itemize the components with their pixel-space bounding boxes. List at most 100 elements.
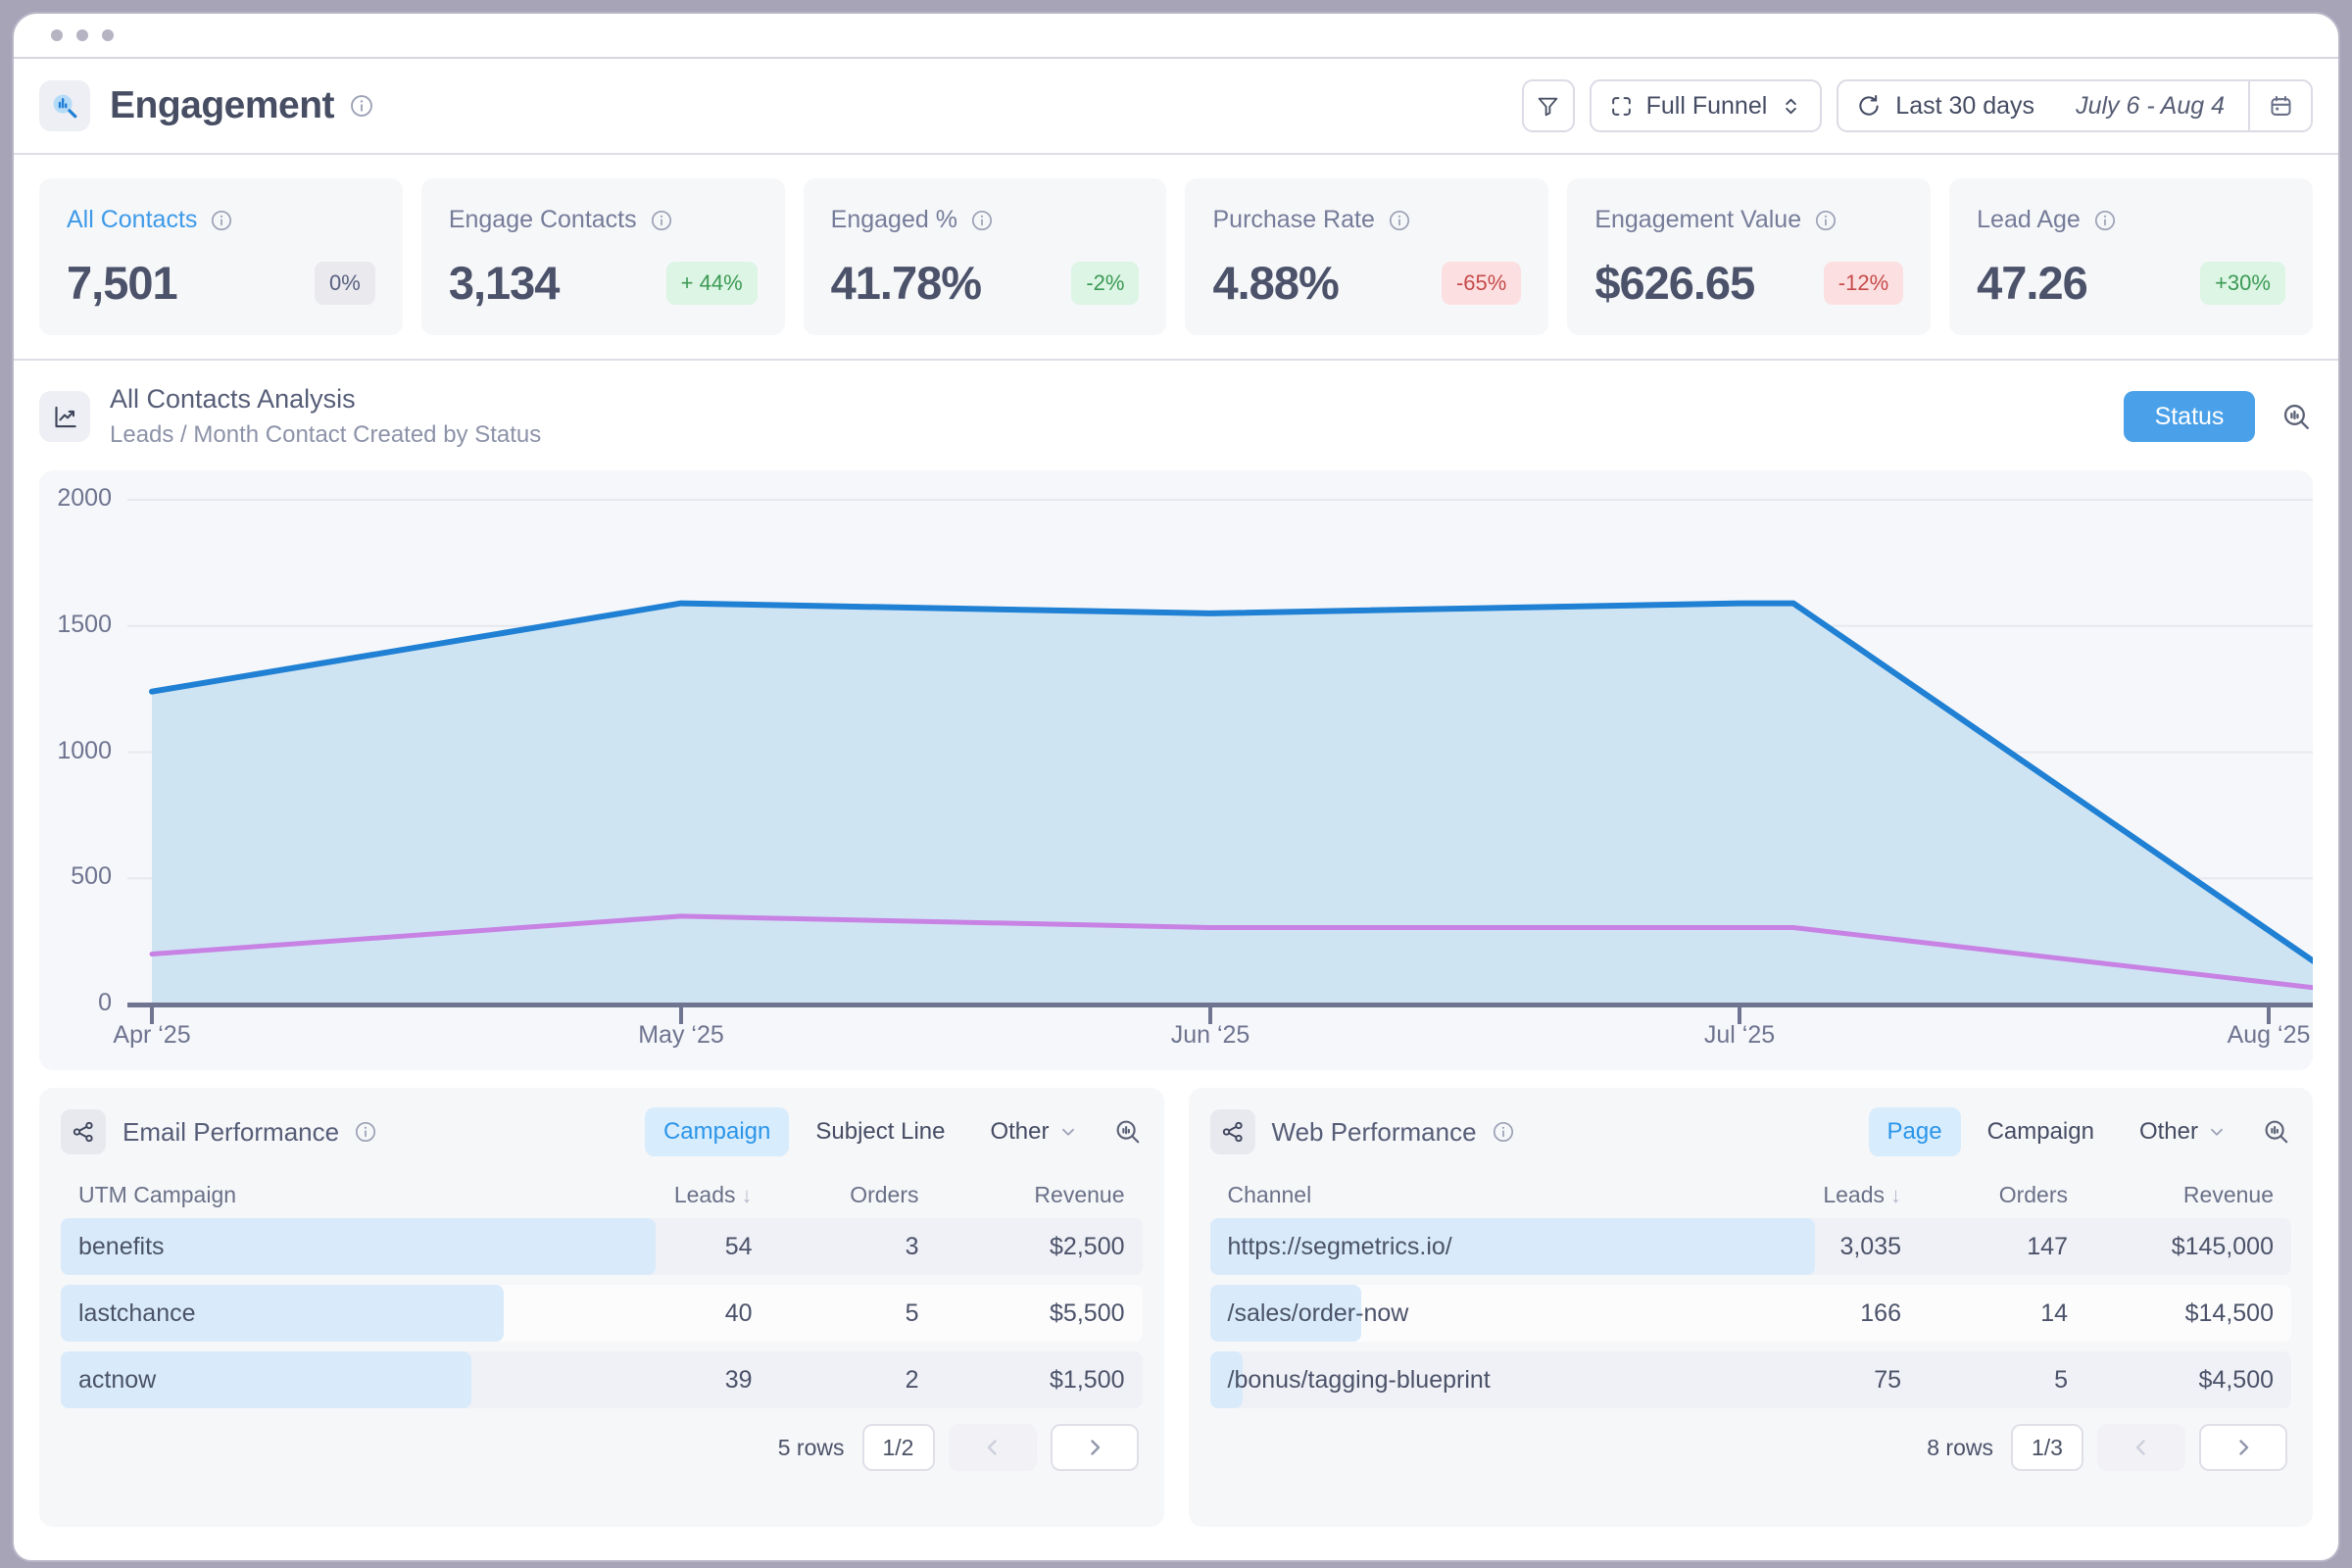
panel-tab-label: Campaign — [662, 1118, 771, 1145]
calendar-icon — [2270, 95, 2291, 116]
performance-panel: Web Performance Page Campaign Other Chan… — [1188, 1088, 2313, 1527]
page-indicator[interactable]: 1/3 — [2011, 1424, 2083, 1471]
value-bar — [61, 1285, 505, 1342]
prev-page-button[interactable] — [2097, 1424, 2185, 1471]
info-icon[interactable] — [354, 1120, 377, 1144]
next-page-button[interactable] — [2199, 1424, 2287, 1471]
next-page-button[interactable] — [1050, 1424, 1139, 1471]
panel-tab[interactable]: Campaign — [644, 1107, 790, 1156]
performance-panels: Email Performance Campaign Subject Line … — [14, 1070, 2338, 1548]
panel-tabs: Campaign Subject Line Other — [644, 1107, 1098, 1156]
x-axis-label: Jul ‘25 — [1703, 1021, 1776, 1049]
kpi-card[interactable]: Engage Contacts 3,134 + 44% — [420, 178, 785, 335]
row-leads: 75 — [1874, 1365, 1901, 1394]
row-orders: 14 — [2040, 1298, 2068, 1327]
row-name: lastchance — [78, 1298, 196, 1327]
funnel-selector[interactable]: Full Funnel — [1589, 79, 1823, 132]
column-header-name: UTM Campaign — [78, 1182, 237, 1207]
row-orders: 3 — [905, 1232, 919, 1260]
row-orders: 2 — [905, 1365, 919, 1394]
table-row[interactable]: lastchance 40 5 $5,500 — [61, 1285, 1143, 1342]
table-row[interactable]: https://segmetrics.io/ 3,035 147 $145,00… — [1209, 1218, 2291, 1275]
zoom-analysis-icon[interactable] — [2262, 1117, 2291, 1147]
page-indicator[interactable]: 1/2 — [861, 1424, 935, 1471]
zoom-analysis-icon[interactable] — [2280, 401, 2313, 433]
column-header-name: Channel — [1227, 1182, 1312, 1207]
table-row[interactable]: /bonus/tagging-blueprint 75 5 $4,500 — [1209, 1351, 2291, 1408]
date-range-control[interactable]: Last 30 days July 6 - Aug 4 — [1837, 79, 2313, 132]
x-axis-label: Jun ‘25 — [1170, 1021, 1250, 1049]
info-icon[interactable] — [349, 93, 374, 119]
refresh-icon[interactable] — [1856, 93, 1882, 119]
table-row[interactable]: benefits 54 3 $2,500 — [61, 1218, 1143, 1275]
column-header-leads[interactable]: Leads ↓ — [1823, 1182, 1901, 1207]
info-icon[interactable] — [1814, 209, 1838, 232]
window-dot-icon[interactable] — [102, 29, 114, 41]
info-icon[interactable] — [970, 209, 994, 232]
info-icon[interactable] — [650, 209, 673, 232]
info-icon[interactable] — [1492, 1120, 1515, 1144]
kpi-label: Engaged % — [830, 206, 957, 233]
panel-tab[interactable]: Subject Line — [797, 1107, 963, 1156]
table-row[interactable]: /sales/order-now 166 14 $14,500 — [1209, 1285, 2291, 1342]
table-row[interactable]: actnow 39 2 $1,500 — [61, 1351, 1143, 1408]
kpi-card[interactable]: Lead Age 47.26 +30% — [1949, 178, 2313, 335]
rows-count: 5 rows — [777, 1434, 845, 1460]
panel-tab[interactable]: Page — [1868, 1107, 1961, 1156]
panel-tab[interactable]: Other — [971, 1107, 1097, 1156]
column-header-revenue[interactable]: Revenue — [2182, 1182, 2274, 1207]
panel-tab[interactable]: Other — [2121, 1107, 2246, 1156]
zoom-analysis-icon[interactable] — [1113, 1117, 1143, 1147]
table-rows: https://segmetrics.io/ 3,035 147 $145,00… — [1209, 1218, 2291, 1408]
filter-button[interactable] — [1521, 79, 1575, 132]
value-bar — [1209, 1351, 1243, 1408]
info-icon[interactable] — [210, 209, 233, 232]
row-name: /bonus/tagging-blueprint — [1227, 1365, 1491, 1394]
kpi-card[interactable]: Engaged % 41.78% -2% — [803, 178, 1167, 335]
kpi-card[interactable]: Purchase Rate 4.88% -65% — [1185, 178, 1549, 335]
kpi-card[interactable]: All Contacts 7,501 0% — [39, 178, 403, 335]
y-axis-label: 500 — [71, 862, 112, 891]
row-name: /sales/order-now — [1227, 1298, 1409, 1327]
y-axis-label: 1500 — [57, 610, 112, 638]
page-header: Engagement Full Funnel Last 30 days July… — [14, 59, 2338, 153]
row-name: https://segmetrics.io/ — [1227, 1232, 1452, 1260]
sort-desc-icon: ↓ — [741, 1183, 753, 1207]
kpi-card[interactable]: Engagement Value $626.65 -12% — [1567, 178, 1932, 335]
select-chevrons-icon — [1786, 98, 1797, 114]
row-revenue: $4,500 — [2198, 1365, 2274, 1394]
x-axis-label: Aug ‘25 — [2227, 1021, 2311, 1049]
window-dot-icon[interactable] — [76, 29, 88, 41]
chart-title: All Contacts Analysis — [110, 384, 356, 414]
date-range-dates: July 6 - Aug 4 — [2076, 91, 2225, 120]
app-window: Engagement Full Funnel Last 30 days July… — [12, 12, 2340, 1562]
value-bar — [1209, 1285, 1361, 1342]
window-dot-icon[interactable] — [51, 29, 63, 41]
column-header-leads[interactable]: Leads ↓ — [673, 1182, 753, 1207]
value-bar — [1209, 1218, 1816, 1275]
kpi-delta-badge: -12% — [1823, 261, 1904, 305]
row-leads: 3,035 — [1839, 1232, 1901, 1260]
info-icon[interactable] — [2093, 209, 2117, 232]
y-axis-label: 1000 — [57, 736, 112, 764]
column-header-orders[interactable]: Orders — [850, 1182, 919, 1207]
row-revenue: $145,000 — [2171, 1232, 2274, 1260]
line-chart-icon — [39, 391, 90, 442]
window-titlebar — [14, 14, 2338, 59]
info-icon[interactable] — [1388, 209, 1411, 232]
divider — [14, 153, 2338, 155]
table-header: Channel Leads ↓ Orders Revenue — [1210, 1182, 2292, 1208]
value-bar — [61, 1351, 472, 1408]
prev-page-button[interactable] — [948, 1424, 1037, 1471]
panel-tab[interactable]: Campaign — [1969, 1107, 2113, 1156]
calendar-button[interactable] — [2250, 81, 2311, 130]
row-orders: 5 — [905, 1298, 919, 1327]
row-name: actnow — [78, 1365, 157, 1394]
status-button[interactable]: Status — [2124, 391, 2255, 442]
column-header-revenue[interactable]: Revenue — [1034, 1182, 1125, 1207]
chevron-right-icon — [1090, 1440, 1100, 1455]
kpi-value: 47.26 — [1977, 257, 2088, 309]
column-header-orders[interactable]: Orders — [1998, 1182, 2068, 1207]
kpi-value: 7,501 — [67, 257, 178, 309]
share-icon — [61, 1109, 106, 1154]
